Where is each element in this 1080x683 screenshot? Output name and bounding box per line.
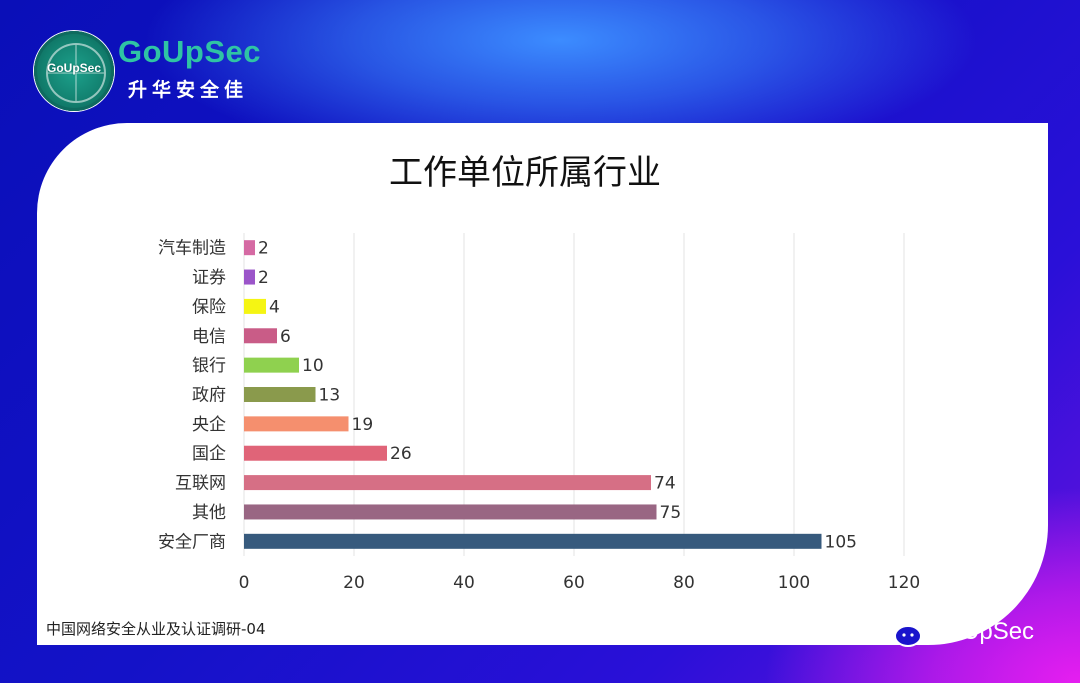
bar bbox=[244, 416, 349, 432]
y-category-label: 银行 bbox=[192, 356, 226, 376]
data-label: 10 bbox=[302, 356, 324, 376]
brand-name: GoUpSec bbox=[118, 34, 262, 69]
y-category-label: 安全厂商 bbox=[158, 532, 226, 552]
data-label: 2 bbox=[258, 239, 269, 259]
brand-name-cn: 升华安全佳 bbox=[128, 79, 249, 101]
bar bbox=[244, 298, 266, 314]
data-label: 74 bbox=[654, 474, 676, 494]
bar bbox=[244, 240, 255, 256]
brand-badge-logo: GoUpSec bbox=[34, 31, 114, 111]
bar bbox=[244, 445, 387, 461]
bar bbox=[244, 387, 316, 402]
bar bbox=[244, 357, 299, 373]
brand-badge-text: GoUpSec bbox=[46, 61, 101, 75]
bar bbox=[244, 475, 651, 491]
chart-title: 工作单位所属行业 bbox=[389, 153, 661, 193]
data-label: 75 bbox=[660, 503, 682, 523]
bar bbox=[244, 328, 277, 344]
y-category-label: 其他 bbox=[192, 503, 226, 523]
y-category-label: 汽车制造 bbox=[158, 239, 226, 259]
x-tick-label: 0 bbox=[239, 573, 250, 593]
x-tick-label: 100 bbox=[778, 573, 810, 593]
data-label: 26 bbox=[390, 444, 412, 464]
x-tick-label: 120 bbox=[888, 573, 920, 593]
bar bbox=[244, 269, 255, 285]
wechat-icon bbox=[879, 616, 922, 647]
x-tick-label: 60 bbox=[563, 573, 585, 593]
data-label: 105 bbox=[825, 532, 857, 552]
y-category-label: 政府 bbox=[192, 386, 226, 406]
x-tick-label: 40 bbox=[453, 573, 475, 593]
bar bbox=[244, 533, 822, 549]
y-category-label: 国企 bbox=[192, 444, 226, 464]
data-label: 4 bbox=[269, 297, 280, 317]
wechat-account-name: GoUpSec bbox=[930, 618, 1035, 645]
x-tick-label: 80 bbox=[673, 573, 695, 593]
y-category-label: 互联网 bbox=[175, 474, 226, 494]
y-category-label: 央企 bbox=[192, 415, 226, 435]
wechat-watermark: GoUpSec bbox=[878, 615, 1034, 649]
y-category-label: 电信 bbox=[192, 327, 226, 347]
y-category-label: 证券 bbox=[192, 268, 226, 288]
footer-note: 中国网络安全从业及认证调研-04 bbox=[46, 620, 266, 638]
data-label: 13 bbox=[319, 386, 341, 406]
content-card bbox=[37, 123, 1048, 645]
x-tick-label: 20 bbox=[343, 573, 365, 593]
data-label: 2 bbox=[258, 268, 269, 288]
globe-icon bbox=[46, 43, 106, 103]
bar bbox=[244, 504, 657, 520]
data-label: 19 bbox=[352, 415, 374, 435]
data-label: 6 bbox=[280, 327, 291, 347]
y-category-label: 保险 bbox=[192, 297, 226, 317]
